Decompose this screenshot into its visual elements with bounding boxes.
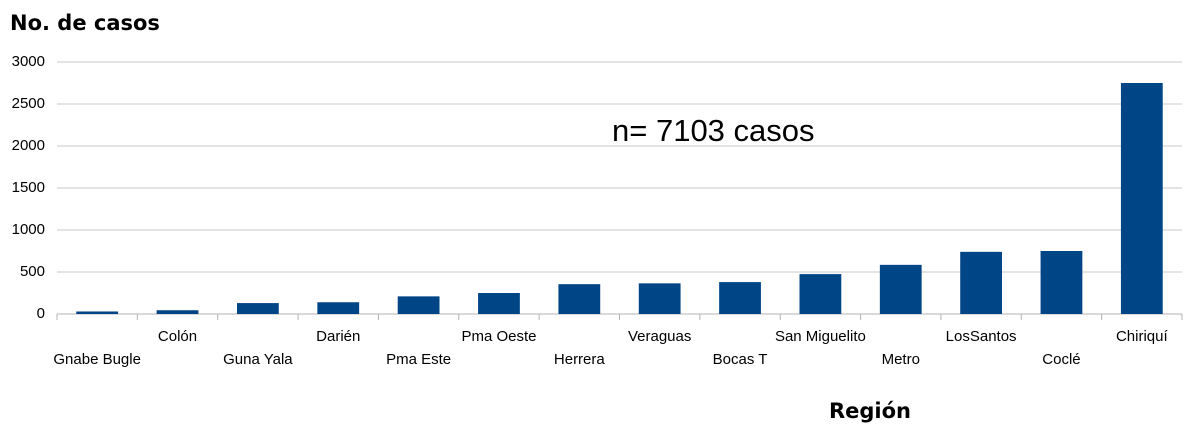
x-tick-label: Darién	[316, 328, 360, 345]
bar	[638, 283, 681, 314]
y-tick-label: 0	[37, 305, 45, 322]
x-tick-label: LosSantos	[946, 328, 1017, 345]
x-tick-label: Guna Yala	[223, 351, 293, 368]
bar	[478, 293, 520, 314]
x-tick-label: Pma Oeste	[461, 328, 536, 345]
x-tick-label: Gnabe Bugle	[53, 351, 141, 368]
x-axis-label: Región	[829, 399, 911, 423]
x-tick-label: Coclé	[1042, 351, 1080, 368]
bar	[1120, 83, 1163, 314]
y-tick-label: 1000	[12, 221, 45, 238]
bar	[397, 296, 440, 314]
bar	[317, 302, 360, 314]
bar	[156, 310, 199, 314]
bar	[799, 274, 842, 314]
x-tick-label: Herrera	[554, 351, 606, 368]
bar	[76, 311, 119, 314]
y-tick-label: 3000	[12, 53, 45, 70]
chart-title: No. de casos	[10, 11, 160, 35]
x-tick-label: Veraguas	[628, 328, 691, 345]
x-tick-label: Metro	[882, 351, 920, 368]
bar	[1040, 251, 1083, 314]
bar	[960, 251, 1002, 314]
bar	[879, 264, 922, 314]
y-tick-label: 500	[20, 263, 45, 280]
x-tick-label: Bocas T	[713, 351, 768, 368]
y-tick-label: 1500	[12, 179, 45, 196]
bar	[719, 282, 761, 314]
bar	[558, 284, 601, 314]
bar	[237, 303, 279, 314]
y-tick-label: 2500	[12, 95, 45, 112]
annotation: n= 7103 casos	[612, 113, 815, 148]
x-tick-label: Chiriquí	[1116, 328, 1169, 345]
y-tick-label: 2000	[12, 137, 45, 154]
x-tick-label: Colón	[158, 328, 197, 345]
x-tick-label: San Miguelito	[775, 328, 866, 345]
x-tick-label: Pma Este	[386, 351, 451, 368]
